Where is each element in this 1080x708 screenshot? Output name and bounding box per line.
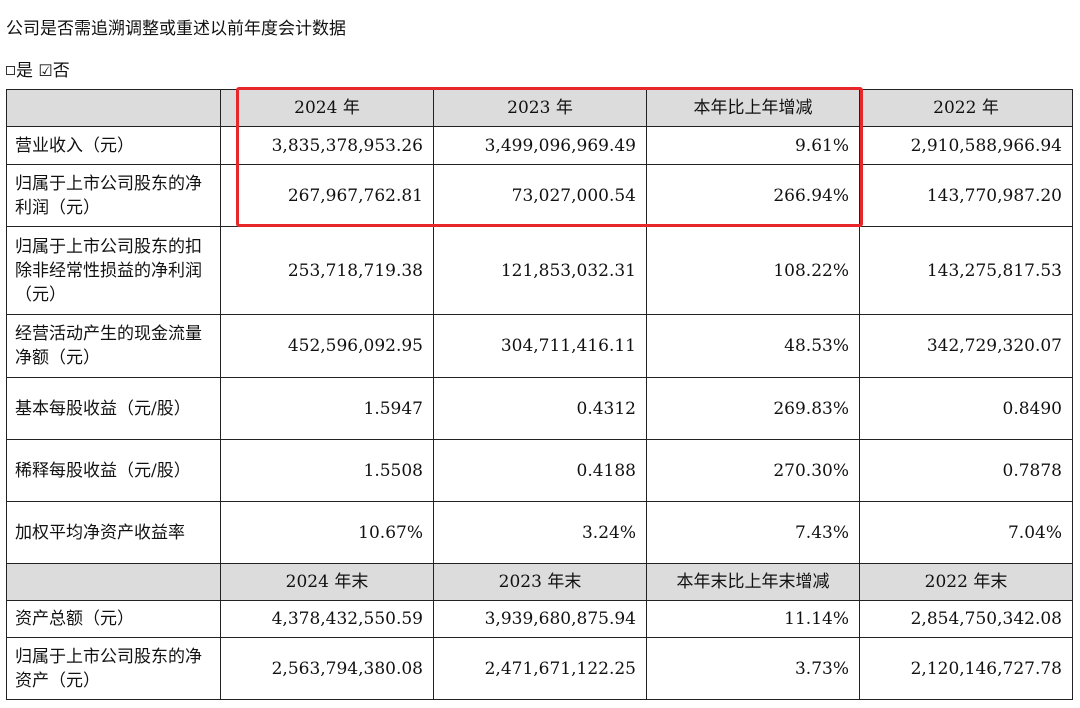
header-cell: 2024 年 <box>220 89 434 127</box>
value-cell: 0.7878 <box>859 439 1073 502</box>
table-header-row: 2024 年末 2023 年末 本年末比上年末增减 2022 年末 <box>6 563 1073 601</box>
table-row: 归属于上市公司股东的扣除非经常性损益的净利润（元） 253,718,719.38… <box>6 226 1073 315</box>
table-row: 稀释每股收益（元/股） 1.5508 0.4188 270.30% 0.7878 <box>6 439 1073 502</box>
row-label: 归属于上市公司股东的净资产（元） <box>6 637 221 700</box>
table-row: 基本每股收益（元/股） 1.5947 0.4312 269.83% 0.8490 <box>6 377 1073 440</box>
value-cell: 342,729,320.07 <box>859 314 1073 378</box>
value-cell: 267,967,762.81 <box>220 164 434 227</box>
value-cell: 0.8490 <box>859 377 1073 440</box>
value-cell: 121,853,032.31 <box>433 226 647 315</box>
option-no: 否 <box>52 61 70 81</box>
value-cell: 143,770,987.20 <box>859 164 1073 227</box>
value-cell: 304,711,416.11 <box>433 314 647 378</box>
table-row: 归属于上市公司股东的净资产（元） 2,563,794,380.08 2,471,… <box>6 637 1073 700</box>
table-row: 经营活动产生的现金流量净额（元） 452,596,092.95 304,711,… <box>6 314 1073 378</box>
header-cell: 2022 年 <box>859 89 1073 127</box>
value-cell: 3,939,680,875.94 <box>433 600 647 638</box>
header-cell: 2023 年 <box>433 89 647 127</box>
value-cell: 3.24% <box>433 501 647 564</box>
value-cell: 3,499,096,969.49 <box>433 126 647 165</box>
row-label: 归属于上市公司股东的扣除非经常性损益的净利润（元） <box>6 226 221 315</box>
value-cell: 1.5508 <box>220 439 434 502</box>
value-cell: 11.14% <box>646 600 860 638</box>
row-label: 营业收入（元） <box>6 126 221 165</box>
header-cell: 本年末比上年末增减 <box>646 563 860 601</box>
heading: 公司是否需追溯调整或重述以前年度会计数据 <box>6 19 346 39</box>
value-cell: 2,471,671,122.25 <box>433 637 647 700</box>
header-blank-cell <box>6 563 221 601</box>
value-cell: 9.61% <box>646 126 860 165</box>
row-label: 稀释每股收益（元/股） <box>6 439 221 502</box>
header-cell: 本年比上年增减 <box>646 89 860 127</box>
value-cell: 4,378,432,550.59 <box>220 600 434 638</box>
financial-data-table: 2024 年 2023 年 本年比上年增减 2022 年 营业收入（元） 3,8… <box>6 89 1073 700</box>
table-row: 资产总额（元） 4,378,432,550.59 3,939,680,875.9… <box>6 600 1073 638</box>
unchecked-box-icon <box>6 66 15 75</box>
value-cell: 2,854,750,342.08 <box>859 600 1073 638</box>
row-label: 经营活动产生的现金流量净额（元） <box>6 314 221 378</box>
value-cell: 452,596,092.95 <box>220 314 434 378</box>
value-cell: 2,120,146,727.78 <box>859 637 1073 700</box>
header-cell: 2023 年末 <box>433 563 647 601</box>
value-cell: 2,563,794,380.08 <box>220 637 434 700</box>
row-label: 归属于上市公司股东的净利润（元） <box>6 164 221 227</box>
checked-box-icon: ☑ <box>38 61 53 80</box>
value-cell: 266.94% <box>646 164 860 227</box>
value-cell: 253,718,719.38 <box>220 226 434 315</box>
header-cell: 2022 年末 <box>859 563 1073 601</box>
value-cell: 3,835,378,953.26 <box>220 126 434 165</box>
value-cell: 7.04% <box>859 501 1073 564</box>
value-cell: 73,027,000.54 <box>433 164 647 227</box>
value-cell: 10.67% <box>220 501 434 564</box>
value-cell: 143,275,817.53 <box>859 226 1073 315</box>
row-label: 基本每股收益（元/股） <box>6 377 221 440</box>
table-row: 归属于上市公司股东的净利润（元） 267,967,762.81 73,027,0… <box>6 164 1073 227</box>
value-cell: 108.22% <box>646 226 860 315</box>
option-yes: 是 <box>16 61 33 81</box>
row-label: 资产总额（元） <box>6 600 221 638</box>
table-row: 营业收入（元） 3,835,378,953.26 3,499,096,969.4… <box>6 126 1073 165</box>
table-header-row: 2024 年 2023 年 本年比上年增减 2022 年 <box>6 89 1073 127</box>
restatement-options: 是 ☑否 <box>6 56 70 81</box>
row-label: 加权平均净资产收益率 <box>6 501 221 564</box>
value-cell: 7.43% <box>646 501 860 564</box>
value-cell: 270.30% <box>646 439 860 502</box>
value-cell: 0.4312 <box>433 377 647 440</box>
header-blank-cell <box>6 89 221 127</box>
value-cell: 3.73% <box>646 637 860 700</box>
header-cell: 2024 年末 <box>220 563 434 601</box>
value-cell: 2,910,588,966.94 <box>859 126 1073 165</box>
value-cell: 48.53% <box>646 314 860 378</box>
value-cell: 1.5947 <box>220 377 434 440</box>
value-cell: 269.83% <box>646 377 860 440</box>
table-row: 加权平均净资产收益率 10.67% 3.24% 7.43% 7.04% <box>6 501 1073 564</box>
value-cell: 0.4188 <box>433 439 647 502</box>
